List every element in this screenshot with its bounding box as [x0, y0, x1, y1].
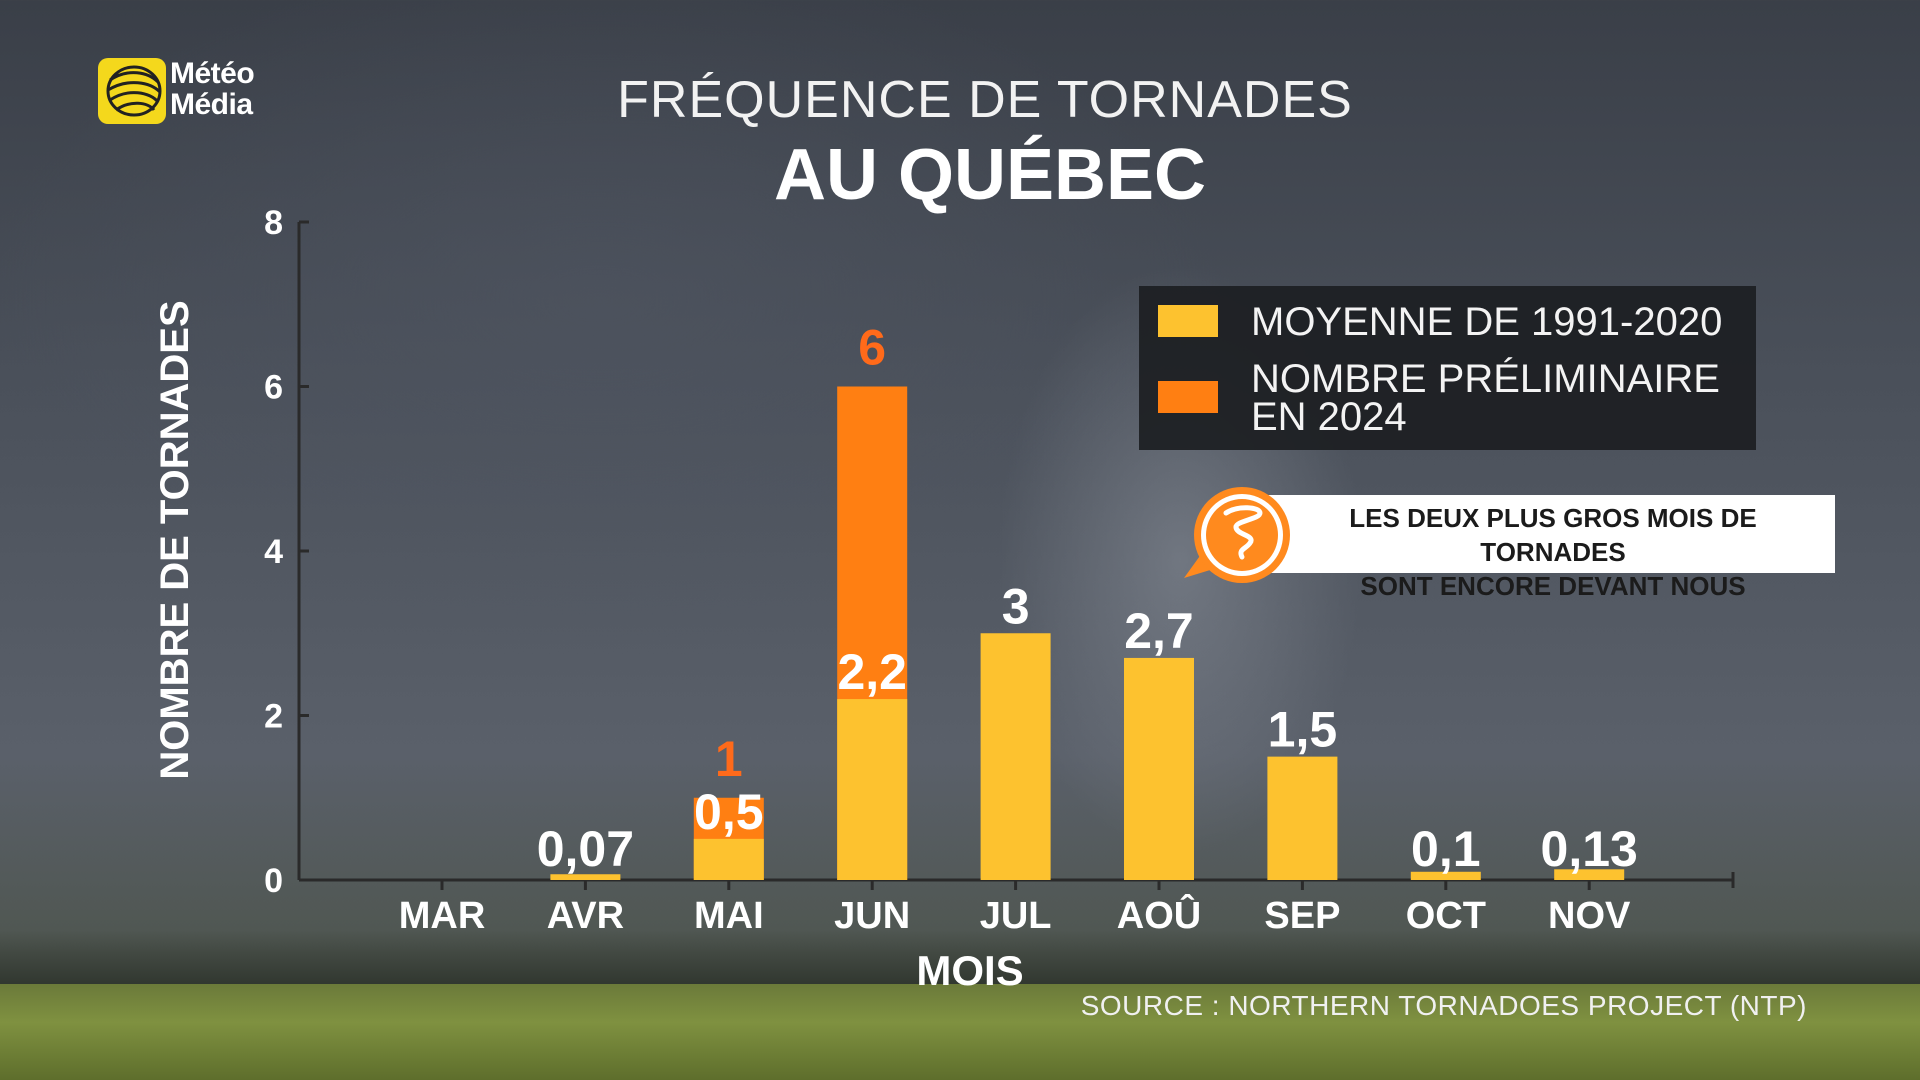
x-tick-label: AOÛ — [1117, 892, 1201, 937]
x-tick-label: JUL — [980, 895, 1052, 937]
data-label-average: 0,5 — [694, 784, 764, 840]
globe-icon — [98, 58, 166, 124]
y-tick-label: 6 — [264, 369, 283, 407]
chart-legend: MOYENNE DE 1991-2020 NOMBRE PRÉLIMINAIRE… — [1139, 286, 1756, 450]
bar-average — [1124, 657, 1194, 880]
chart-labels: 0 2 4 6 8 NOMBRE DE TORNADES MOIS MAR AVR 0,07 MAI… — [153, 204, 1638, 994]
data-label-average: 0,13 — [1541, 821, 1638, 877]
data-label-average: 2,2 — [837, 644, 907, 700]
data-label-average: 3 — [1002, 578, 1030, 634]
x-tick-label: MAI — [694, 895, 764, 937]
data-label-average: 1,5 — [1268, 702, 1338, 758]
x-tick-label: OCT — [1406, 895, 1486, 937]
bar-average — [693, 838, 764, 880]
chart-subtitle: AU QUÉBEC — [773, 135, 1207, 215]
legend-label-average: MOYENNE DE 1991-2020 — [1251, 300, 1723, 344]
x-tick-label: AVR — [547, 895, 624, 937]
legend-label-preliminary: NOMBRE PRÉLIMINAIRE EN 2024 — [1251, 357, 1720, 439]
y-axis-title: NOMBRE DE TORNADES — [153, 300, 197, 779]
data-label-preliminary: 1 — [715, 731, 743, 787]
background-field — [0, 984, 1920, 1080]
x-axis-title: MOIS — [916, 947, 1023, 994]
x-tick-label: JUN — [834, 895, 910, 937]
bar-average — [837, 699, 908, 880]
tornado-icon — [1180, 483, 1295, 588]
callout-text: LES DEUX PLUS GROS MOIS DE TORNADES SONT… — [1349, 503, 1757, 601]
callout-box: LES DEUX PLUS GROS MOIS DE TORNADES SONT… — [1243, 495, 1835, 601]
y-tick-label: 0 — [264, 862, 283, 900]
source-text: SOURCE : NORTHERN TORNADOES PROJECT (NTP… — [1080, 990, 1807, 1021]
bar-average — [1410, 871, 1481, 880]
meteomedia-logo: Météo Média — [98, 56, 273, 128]
data-label-average: 0,07 — [537, 821, 634, 877]
legend-swatch-average — [1158, 305, 1218, 337]
x-tick-label: NOV — [1548, 895, 1631, 937]
logo-text: Météo Média — [170, 57, 255, 121]
x-tick-label: MAR — [399, 895, 486, 937]
bar-average — [1267, 756, 1338, 880]
y-tick-label: 4 — [264, 533, 283, 571]
chart-bars — [550, 386, 1625, 880]
data-label-preliminary: 6 — [858, 320, 886, 376]
data-label-average: 0,1 — [1411, 821, 1481, 877]
background-treeline — [0, 930, 1920, 990]
bar-average — [980, 633, 1051, 880]
y-tick-label: 2 — [264, 698, 283, 736]
chart-title: FRÉQUENCE DE TORNADES — [617, 71, 1353, 129]
data-label-average: 2,7 — [1124, 603, 1194, 659]
bar-average — [1554, 869, 1625, 880]
bar-average — [550, 874, 621, 880]
y-tick-label: 8 — [264, 204, 283, 242]
legend-swatch-preliminary — [1158, 381, 1218, 413]
x-tick-label: SEP — [1264, 895, 1340, 937]
